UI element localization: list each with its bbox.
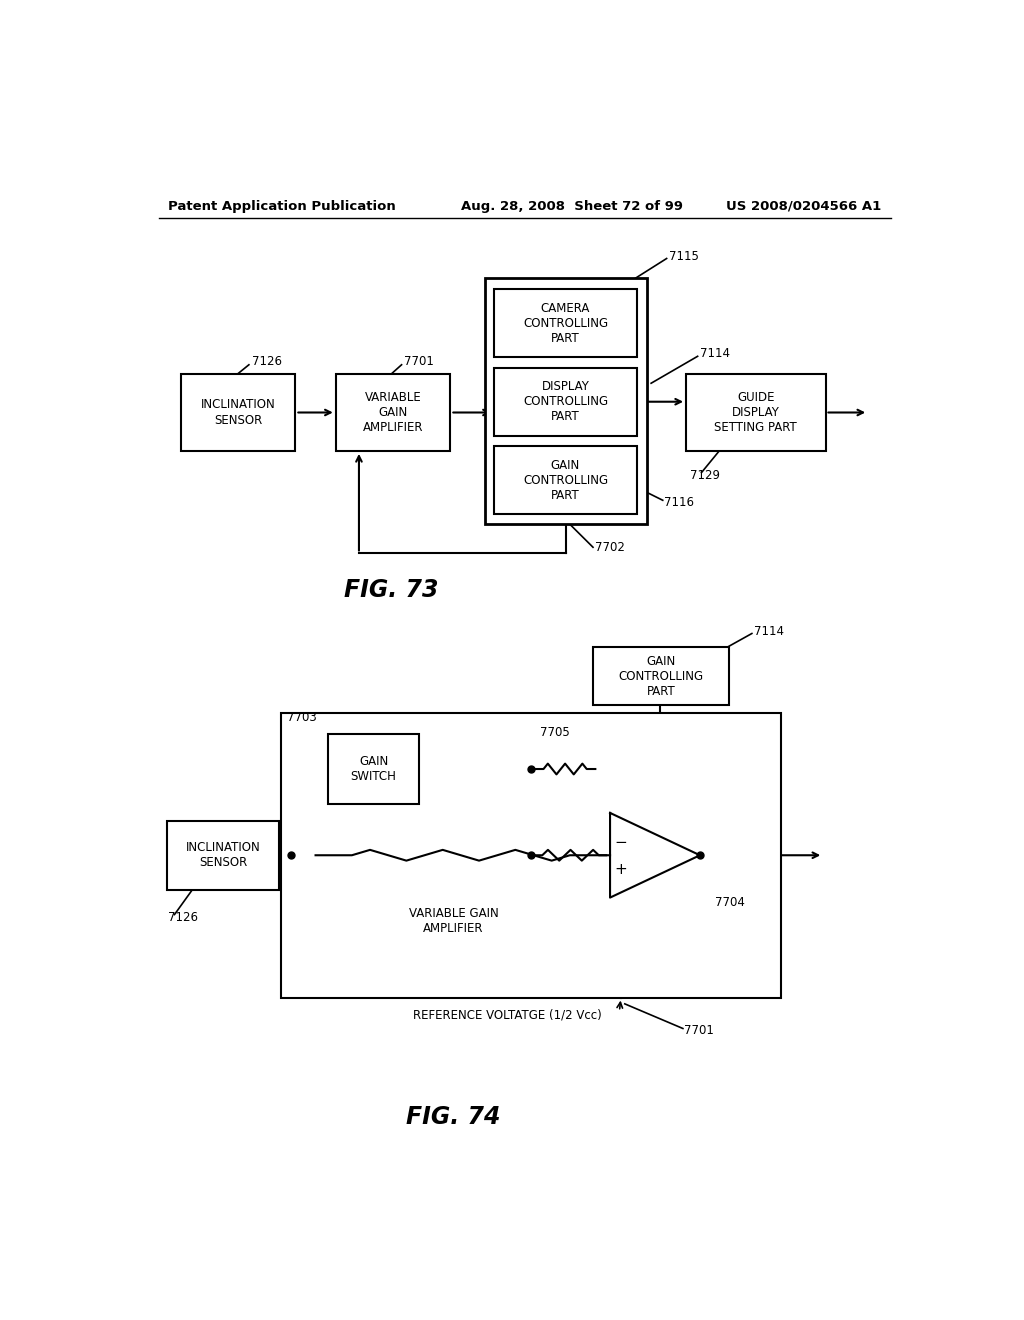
Bar [180, 374, 295, 451]
Text: 7704: 7704 [716, 896, 745, 909]
Text: FIG. 74: FIG. 74 [407, 1105, 501, 1129]
Text: 7114: 7114 [755, 626, 784, 639]
Text: REFERENCE VOLTATGE (1/2 Vcc): REFERENCE VOLTATGE (1/2 Vcc) [414, 1008, 602, 1022]
Bar [484, 277, 647, 524]
Bar [494, 446, 637, 515]
Text: 7126: 7126 [168, 911, 199, 924]
Text: 7701: 7701 [403, 355, 434, 368]
Bar [593, 647, 729, 705]
Bar [282, 713, 780, 998]
Text: 7703: 7703 [287, 711, 316, 723]
Text: −: − [614, 836, 628, 850]
Text: US 2008/0204566 A1: US 2008/0204566 A1 [726, 199, 882, 213]
Bar [494, 289, 637, 358]
Text: 7115: 7115 [669, 249, 698, 263]
Text: 7114: 7114 [700, 347, 730, 360]
Text: Aug. 28, 2008  Sheet 72 of 99: Aug. 28, 2008 Sheet 72 of 99 [461, 199, 683, 213]
Text: INCLINATION
SENSOR: INCLINATION SENSOR [201, 399, 275, 426]
Text: 7701: 7701 [684, 1023, 715, 1036]
Text: INCLINATION
SENSOR: INCLINATION SENSOR [185, 841, 260, 870]
Text: 7705: 7705 [541, 726, 570, 739]
Text: CAMERA
CONTROLLING
PART: CAMERA CONTROLLING PART [523, 302, 608, 345]
Bar [167, 821, 280, 890]
Text: VARIABLE GAIN
AMPLIFIER: VARIABLE GAIN AMPLIFIER [409, 907, 499, 935]
Text: 7116: 7116 [665, 496, 694, 510]
Text: FIG. 73: FIG. 73 [344, 578, 438, 602]
Text: DISPLAY
CONTROLLING
PART: DISPLAY CONTROLLING PART [523, 380, 608, 424]
Text: GUIDE
DISPLAY
SETTING PART: GUIDE DISPLAY SETTING PART [715, 391, 797, 434]
Bar [686, 374, 825, 451]
Text: VARIABLE
GAIN
AMPLIFIER: VARIABLE GAIN AMPLIFIER [362, 391, 423, 434]
Text: Patent Application Publication: Patent Application Publication [168, 199, 396, 213]
Text: +: + [614, 862, 628, 876]
Text: GAIN
SWITCH: GAIN SWITCH [351, 755, 396, 783]
Text: GAIN
CONTROLLING
PART: GAIN CONTROLLING PART [618, 655, 703, 698]
Text: GAIN
CONTROLLING
PART: GAIN CONTROLLING PART [523, 459, 608, 502]
Text: 7126: 7126 [252, 355, 282, 368]
Text: 7702: 7702 [595, 541, 626, 554]
Bar [328, 734, 420, 804]
Bar [336, 374, 451, 451]
Text: 7129: 7129 [690, 469, 720, 482]
Bar [494, 368, 637, 436]
